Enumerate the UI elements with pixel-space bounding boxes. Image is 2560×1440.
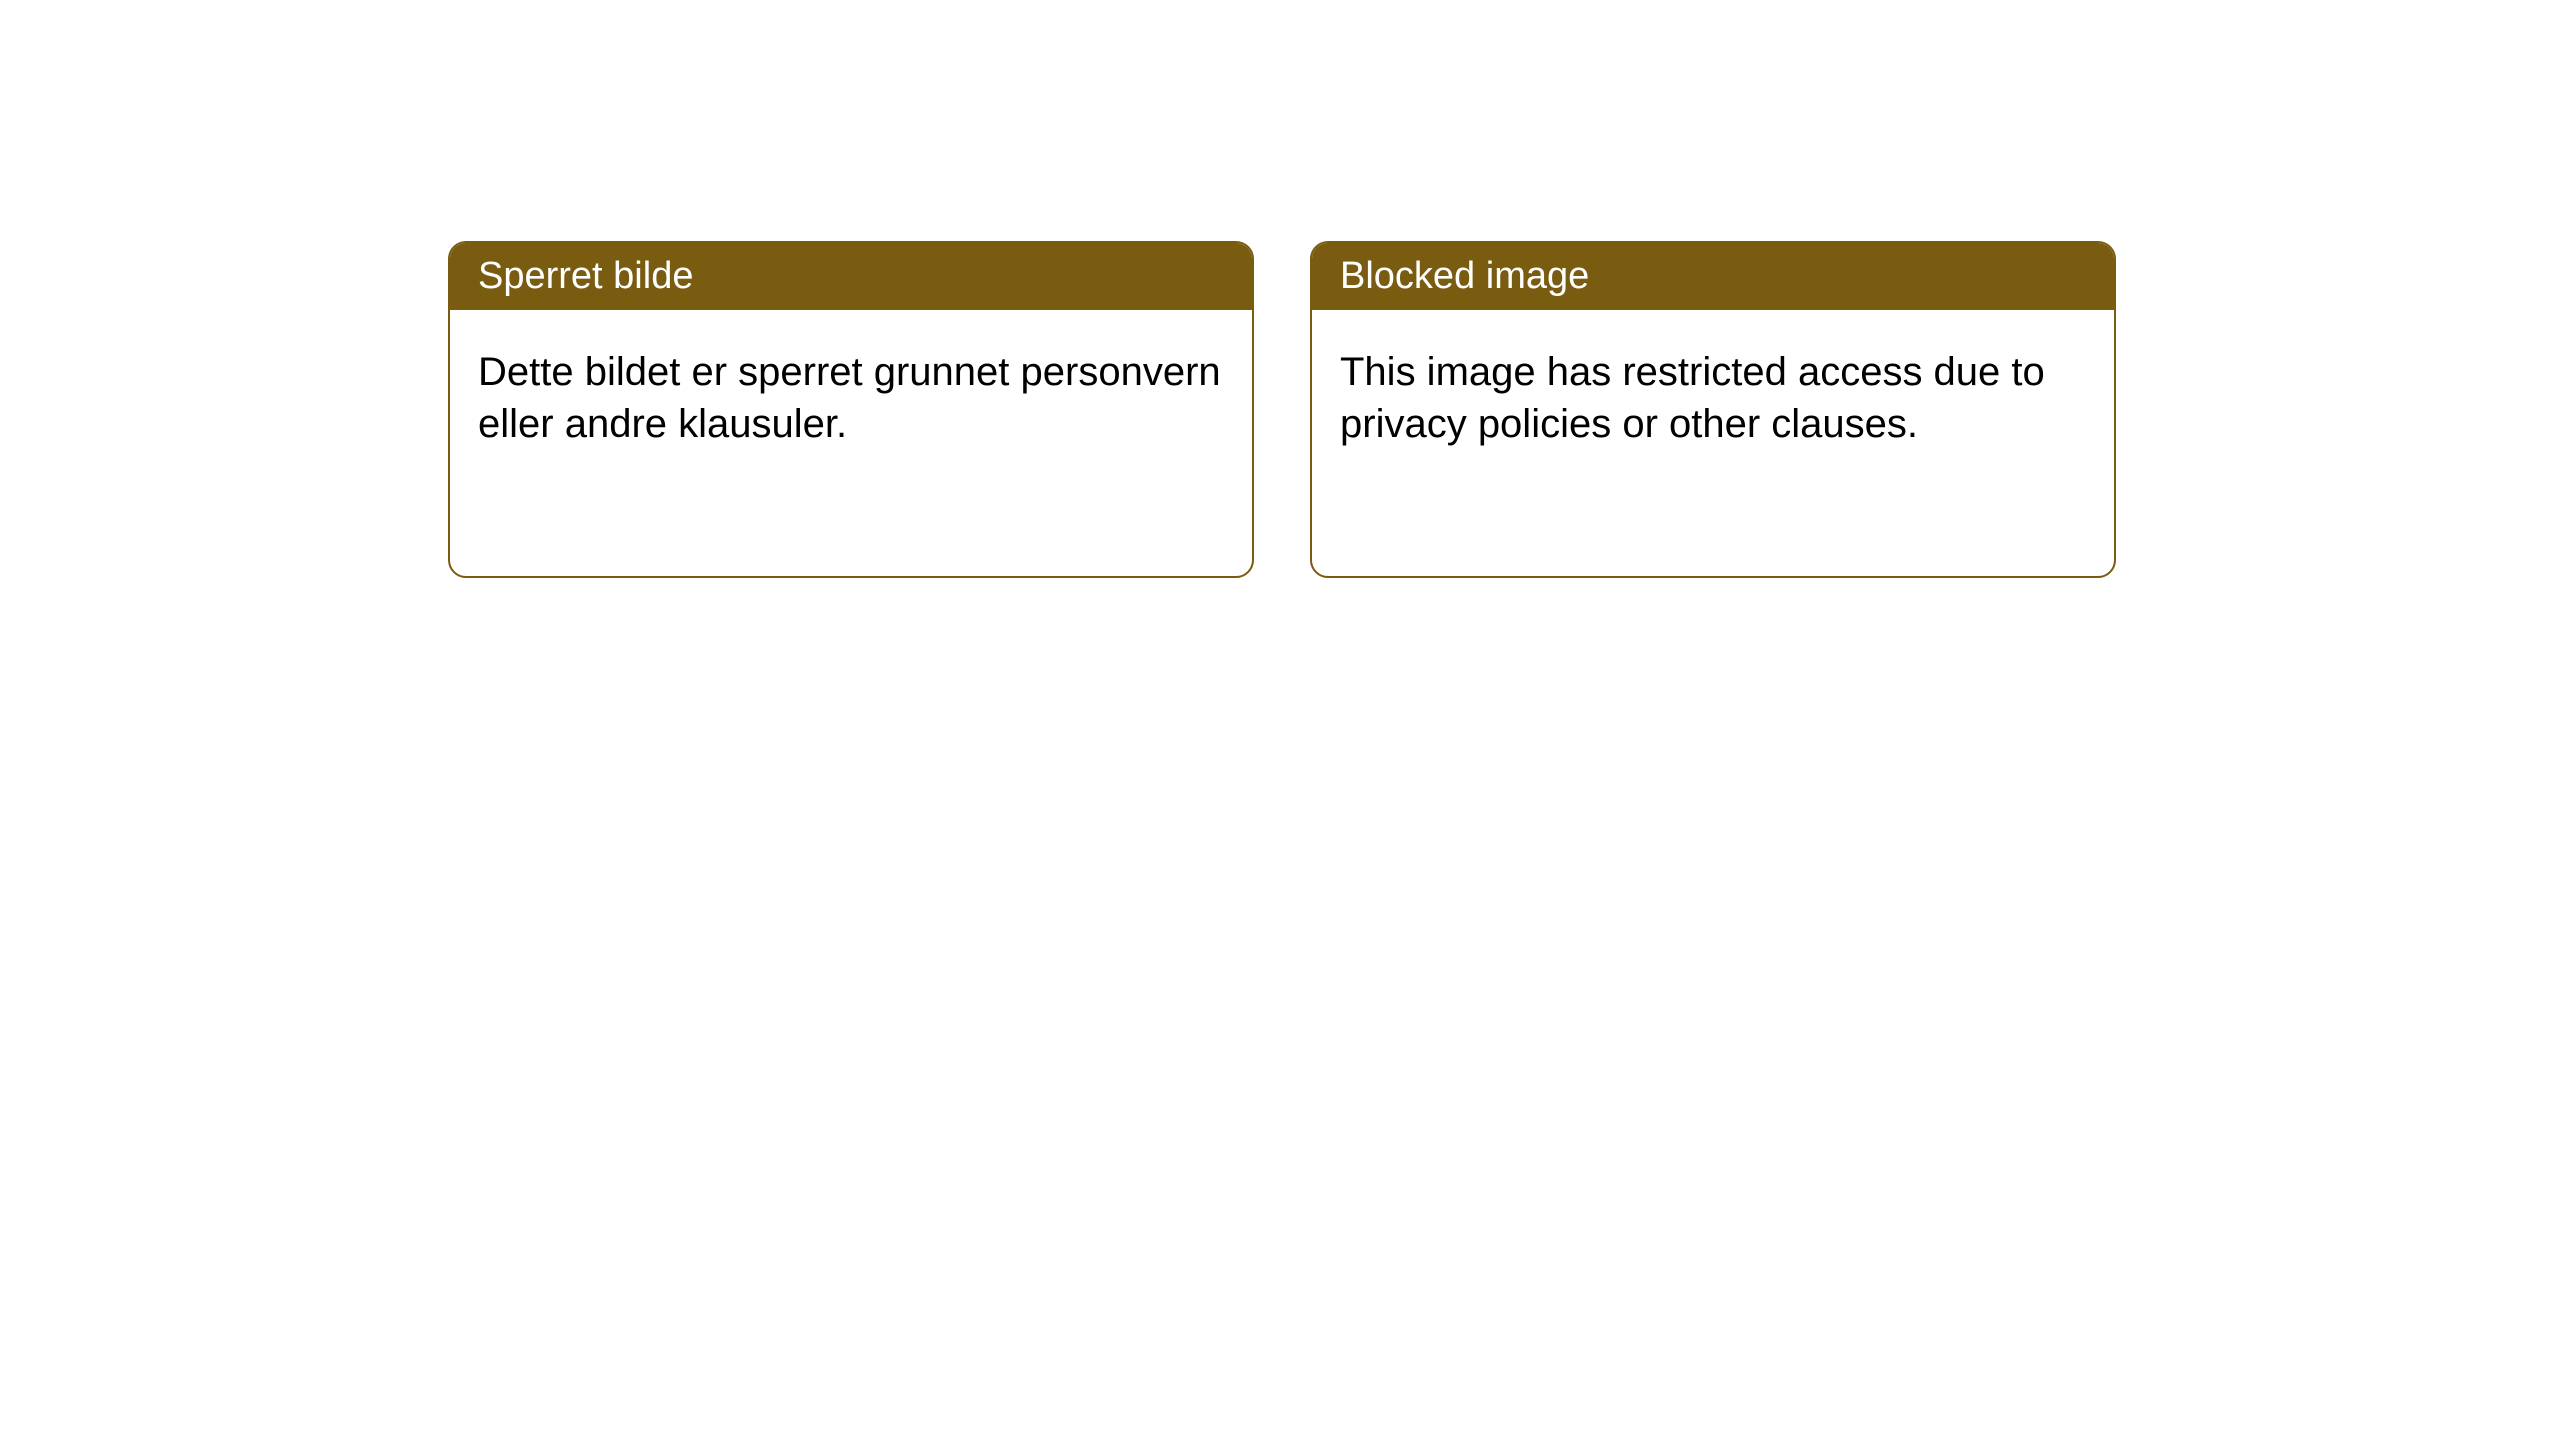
notice-card-no: Sperret bilde Dette bildet er sperret gr…: [448, 241, 1254, 578]
notice-text-en: This image has restricted access due to …: [1340, 350, 2045, 446]
notices-container: Sperret bilde Dette bildet er sperret gr…: [0, 0, 2560, 578]
notice-card-en: Blocked image This image has restricted …: [1310, 241, 2116, 578]
notice-header-en: Blocked image: [1312, 243, 2114, 310]
notice-header-no: Sperret bilde: [450, 243, 1252, 310]
notice-text-no: Dette bildet er sperret grunnet personve…: [478, 350, 1221, 446]
notice-title-en: Blocked image: [1340, 255, 1589, 297]
notice-title-no: Sperret bilde: [478, 255, 693, 297]
notice-body-no: Dette bildet er sperret grunnet personve…: [450, 310, 1252, 486]
notice-body-en: This image has restricted access due to …: [1312, 310, 2114, 486]
